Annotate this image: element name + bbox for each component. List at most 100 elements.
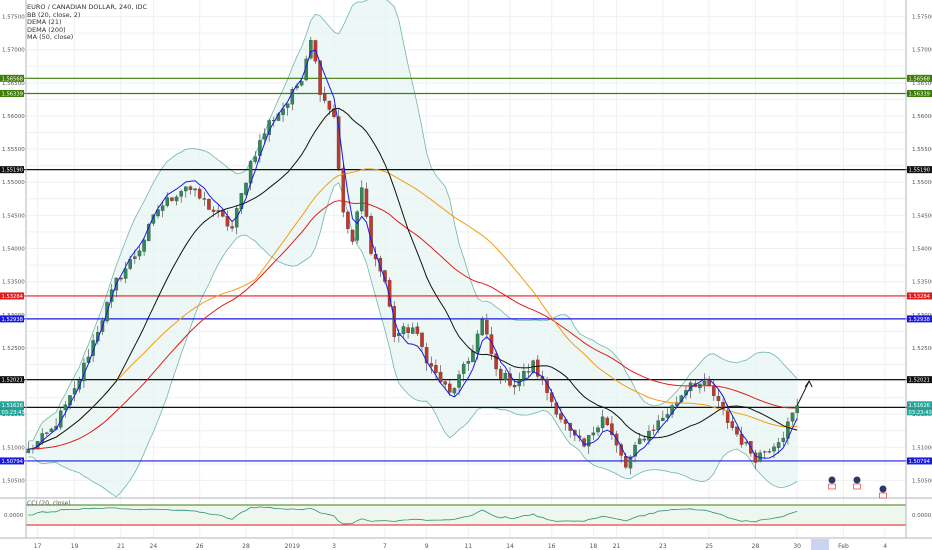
x-tick-label: 26: [196, 543, 204, 550]
candle-up: [596, 427, 600, 433]
cci-tick-left: 0.0000: [4, 513, 24, 519]
candle-up: [285, 103, 290, 108]
cci-band: [26, 505, 906, 525]
candle-up: [109, 289, 114, 302]
candle-up: [466, 361, 471, 364]
candle-up: [309, 40, 313, 59]
y-tick-left: 1.55000: [2, 180, 25, 186]
candle-up: [272, 120, 276, 122]
level-label-right-text: 1.56568: [909, 76, 930, 82]
candle-up: [360, 187, 364, 212]
candle-down: [605, 417, 610, 426]
candle-down: [406, 327, 410, 333]
candle-down: [434, 365, 438, 373]
level-label-left-box: [0, 376, 24, 384]
event-bomb-icon: [828, 476, 836, 484]
projection-arrowhead: [804, 380, 813, 388]
candles: [26, 36, 799, 475]
candle-down: [448, 383, 452, 393]
candle-up: [58, 410, 63, 428]
candle-up: [281, 108, 285, 115]
candle-down: [202, 198, 207, 200]
candle-down: [712, 385, 716, 396]
x-tick-label: 14: [506, 543, 514, 550]
candle-down: [327, 100, 332, 110]
cci-legend: CCI (20, close): [27, 500, 71, 507]
candle-up: [174, 196, 179, 202]
x-tick-label: 30: [793, 543, 801, 550]
level-label-right-box: [907, 292, 932, 300]
candle-down: [350, 229, 355, 242]
last-price-right-text: 1.51626: [909, 403, 930, 409]
candle-up: [591, 432, 596, 436]
x-tick-label: 7: [383, 543, 387, 550]
level-label-left-box: [0, 457, 24, 465]
candle-up: [600, 416, 605, 429]
candle-up: [262, 133, 267, 140]
y-tick-left: 1.56000: [2, 114, 25, 120]
candle-up: [480, 319, 484, 336]
indicator-lines: [28, 49, 813, 460]
cci-line: [28, 506, 798, 525]
x-tick-label: 21: [117, 543, 125, 550]
bb-lower-line: [28, 181, 798, 498]
last-price-left-text: 1.51626: [2, 403, 23, 409]
candle-up: [637, 438, 642, 445]
y-tick-left: 1.57500: [2, 15, 25, 21]
candle-down: [207, 199, 211, 210]
candle-up: [165, 197, 170, 206]
cci-panel: [0, 497, 932, 539]
candle-up: [628, 456, 633, 469]
y-tick-left: 1.56500: [2, 81, 25, 87]
candle-down: [322, 93, 327, 101]
candle-up: [160, 205, 165, 211]
candle-up: [401, 326, 406, 335]
candle-up: [776, 442, 781, 448]
candle-down: [341, 168, 346, 213]
y-tick-right: 1.50500: [912, 478, 932, 484]
candle-up: [193, 188, 197, 191]
y-tick-right: 1.56500: [912, 81, 932, 87]
candle-up: [702, 380, 707, 385]
bb-legend: BB (20, close, 2): [27, 10, 81, 19]
candle-down: [624, 455, 628, 468]
candle-up: [45, 432, 49, 434]
x-tick-label: 2019: [285, 543, 300, 550]
candle-up: [452, 388, 457, 394]
level-label-right-box: [907, 457, 932, 465]
x-tick-label: 25: [705, 543, 713, 550]
x-tick-label: Feb: [838, 543, 849, 550]
y-tick-right: 1.55000: [912, 180, 932, 186]
candle-down: [614, 433, 619, 446]
candle-up: [633, 444, 637, 457]
candle-up: [647, 430, 651, 441]
bb-upper-line: [28, 0, 798, 442]
candle-up: [49, 428, 54, 432]
level-label-right-box: [907, 166, 932, 174]
y-tick-right: 1.56000: [912, 114, 932, 120]
level-label-right-text: 1.56339: [909, 92, 930, 98]
level-label-right-text: 1.50794: [909, 459, 931, 465]
countdown-left-text: 03:23:43: [2, 410, 25, 416]
event-markers[interactable]: [828, 476, 887, 499]
x-tick-label: 19: [71, 543, 79, 550]
candle-down: [378, 257, 383, 272]
candle-down: [415, 326, 420, 334]
candle-up: [82, 362, 86, 382]
candle-up: [781, 437, 786, 442]
candle-down: [387, 280, 392, 307]
ma50-line: [28, 168, 798, 450]
x-tick-label: 4: [883, 543, 887, 550]
candle-up: [670, 405, 674, 415]
candle-up: [26, 448, 31, 454]
candle-up: [299, 81, 304, 86]
candle-up: [304, 58, 308, 81]
candle-up: [151, 214, 156, 224]
ma50-legend: MA (50, close): [27, 33, 74, 42]
candle-down: [424, 347, 429, 364]
projection-arrow: [796, 380, 810, 406]
price-labels: 1.56568 1.56568 1.56339 1.56339 1.55190 1.551…: [0, 74, 932, 465]
candle-up: [142, 239, 146, 252]
candle-up: [179, 191, 183, 197]
